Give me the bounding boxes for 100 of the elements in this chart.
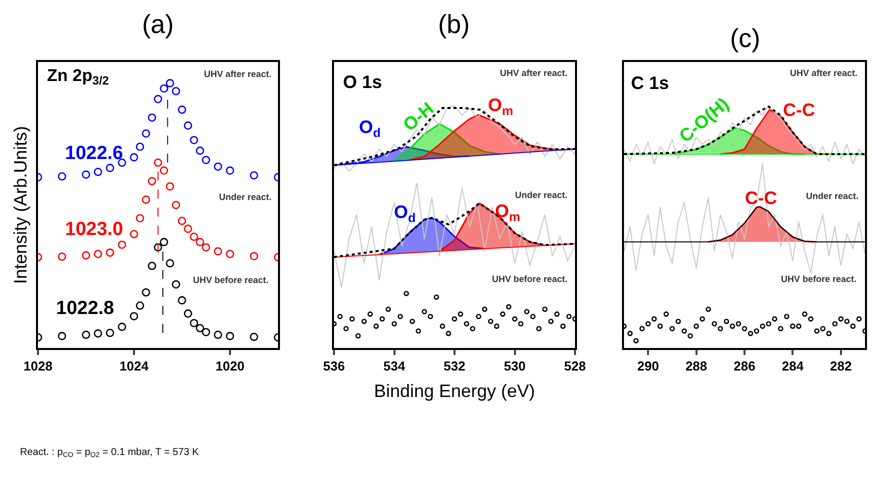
point	[512, 316, 518, 322]
point	[374, 324, 379, 329]
point	[706, 306, 711, 312]
point	[349, 316, 355, 322]
point	[742, 326, 748, 332]
point	[772, 316, 778, 322]
x-tick-label: 532	[444, 358, 466, 374]
point	[142, 288, 150, 297]
point	[343, 326, 349, 332]
annotation: 1022.6	[65, 143, 124, 164]
point	[94, 329, 102, 338]
point	[250, 332, 258, 342]
text: UHV after react.	[500, 68, 568, 78]
point	[826, 330, 832, 336]
point	[148, 262, 156, 270]
point	[694, 324, 699, 329]
point	[494, 324, 500, 329]
point	[172, 280, 180, 289]
point	[178, 106, 186, 114]
point	[106, 164, 114, 172]
point	[464, 321, 470, 326]
annotation: O$_{d}$	[394, 202, 416, 225]
point	[802, 311, 808, 317]
annotation: O$_{d}$	[359, 117, 381, 140]
point	[633, 338, 639, 344]
point	[658, 324, 663, 329]
point	[392, 321, 397, 326]
point	[422, 308, 428, 314]
point	[380, 316, 385, 322]
point	[226, 250, 234, 258]
x-tick-label: 534	[383, 358, 406, 374]
point	[136, 301, 144, 310]
point	[202, 328, 210, 336]
point	[118, 158, 126, 167]
point	[808, 316, 814, 322]
point	[664, 311, 669, 317]
point	[178, 296, 186, 304]
point	[94, 168, 102, 176]
point	[106, 328, 114, 338]
point	[202, 156, 210, 164]
point	[250, 171, 258, 180]
annotation: Under react.	[806, 191, 859, 201]
point	[850, 324, 856, 329]
point	[838, 316, 844, 322]
point	[820, 326, 826, 332]
point	[130, 230, 138, 238]
x-tick-label: 282	[830, 358, 852, 374]
point	[136, 142, 144, 151]
point	[766, 321, 772, 326]
point	[832, 321, 838, 326]
annotation: O$_{m}$	[488, 95, 514, 118]
annotation: O$_{m}$	[495, 201, 520, 224]
point	[518, 321, 524, 326]
point	[760, 324, 766, 329]
point	[82, 251, 90, 260]
point	[548, 318, 554, 324]
point	[404, 290, 409, 296]
text: UHV after react.	[790, 68, 858, 78]
point	[748, 330, 754, 336]
point	[196, 238, 204, 246]
point	[627, 330, 633, 336]
annotation: UHV before react.	[193, 275, 269, 285]
point	[190, 136, 198, 144]
point	[688, 333, 693, 339]
text: UHV after react.	[204, 69, 272, 79]
x-tick-label: 290	[637, 358, 659, 374]
point	[58, 332, 66, 340]
text: C 1s	[631, 73, 670, 93]
point	[160, 84, 168, 93]
point	[190, 232, 198, 241]
point	[386, 306, 391, 312]
point	[214, 330, 222, 339]
point	[136, 214, 144, 222]
x-axis-title: Binding Energy (eV)	[374, 381, 536, 402]
point	[94, 250, 102, 258]
point	[542, 306, 548, 312]
x-tick-label: 528	[564, 358, 586, 374]
point	[82, 170, 90, 179]
x-tick-label: 288	[685, 358, 708, 374]
point	[250, 252, 258, 260]
point	[856, 316, 862, 322]
point	[682, 328, 687, 334]
point	[178, 216, 186, 226]
point	[452, 316, 458, 322]
point	[118, 240, 126, 249]
point	[82, 330, 90, 339]
point	[154, 243, 162, 252]
point	[712, 321, 718, 326]
point	[506, 304, 512, 310]
chart-title: (a)	[142, 9, 174, 39]
point	[398, 314, 403, 320]
point	[130, 153, 138, 162]
point	[148, 177, 156, 186]
point	[202, 243, 210, 252]
point	[488, 318, 494, 324]
point	[458, 311, 464, 317]
point	[754, 328, 760, 334]
point	[730, 324, 736, 329]
point	[434, 294, 440, 300]
annotation: UHV before react.	[781, 274, 857, 284]
